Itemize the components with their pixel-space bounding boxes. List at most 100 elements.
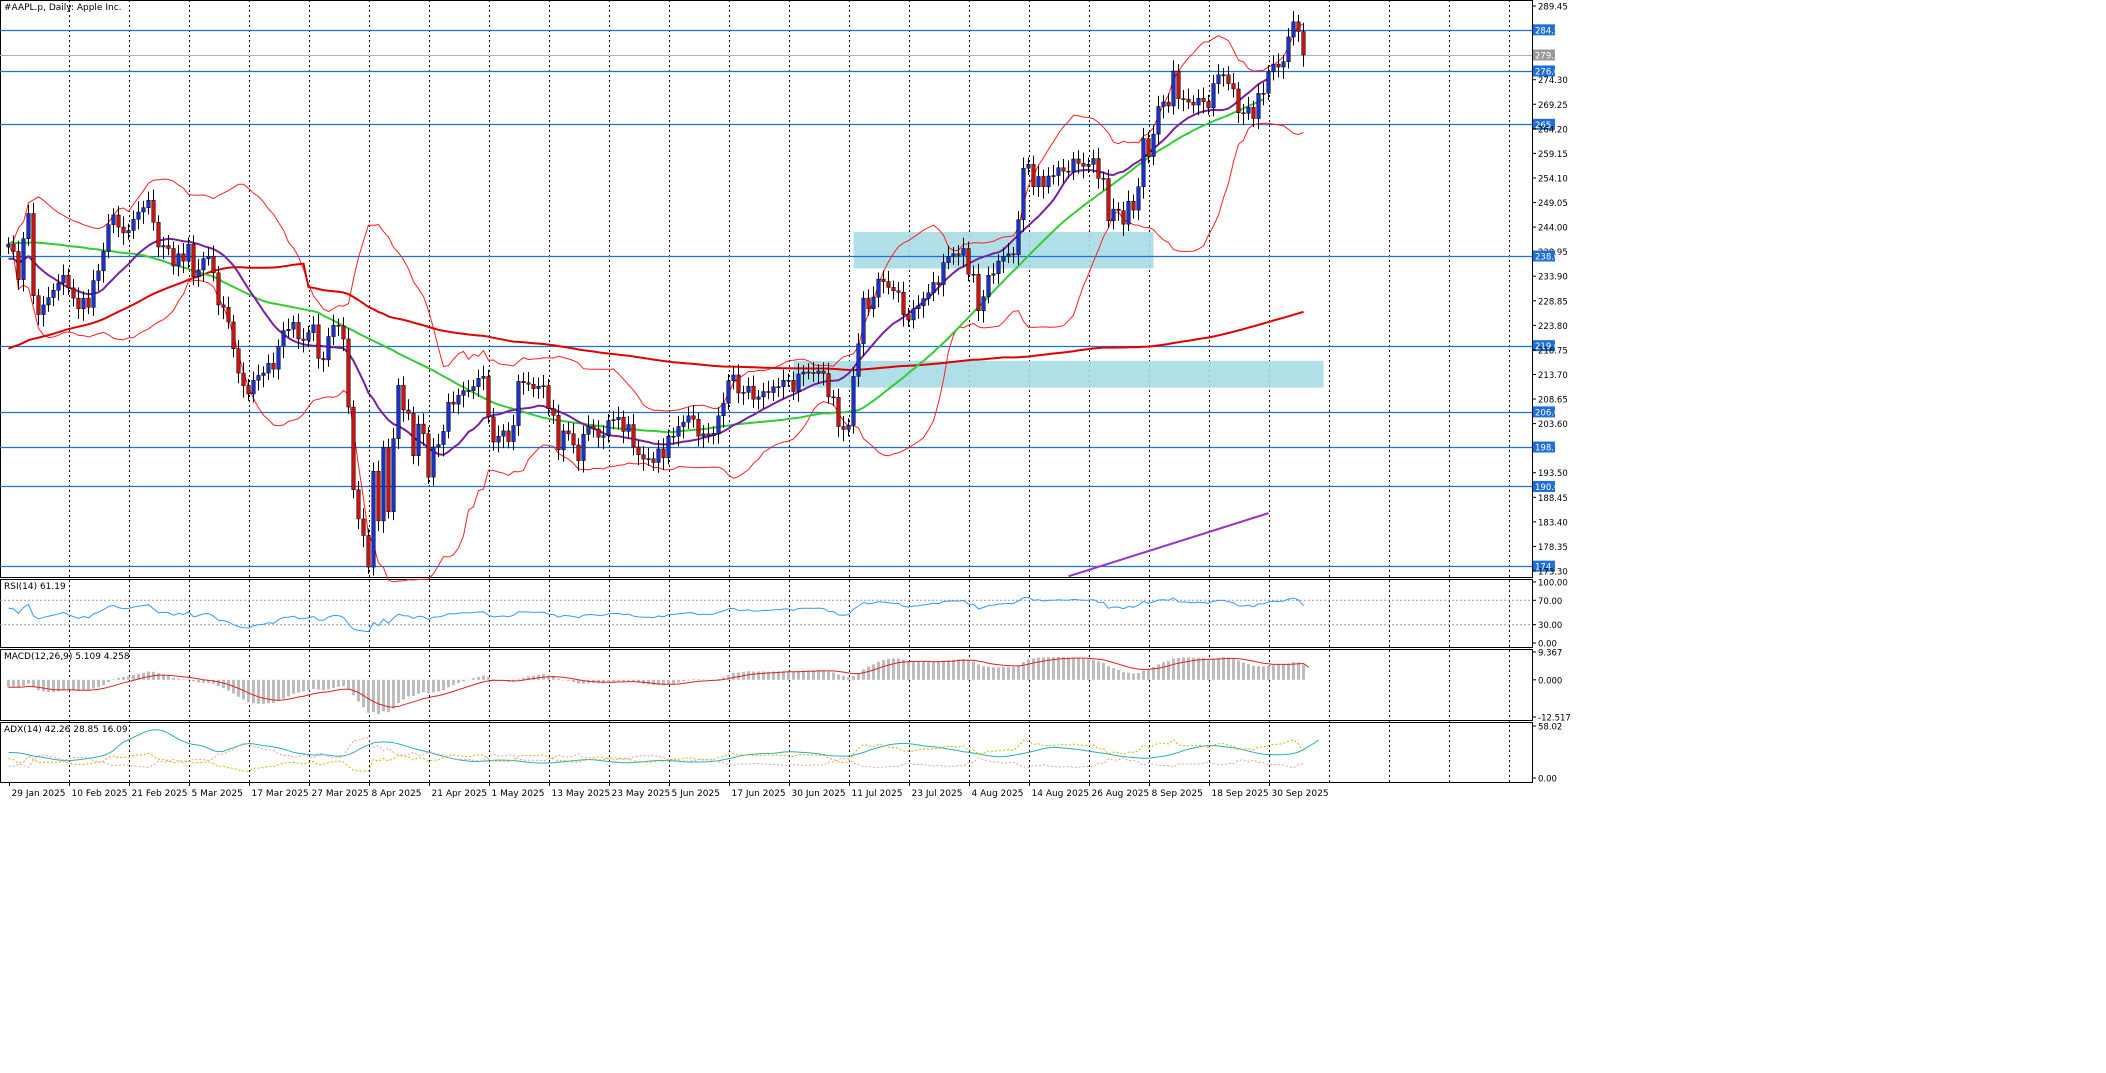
macd-histogram-bar: [457, 679, 460, 684]
candle: [816, 364, 821, 384]
y-tick-label: 264.20: [1538, 125, 1568, 135]
candle: [1176, 64, 1181, 109]
macd-histogram-bar: [162, 674, 165, 680]
x-tick-label: 5 Jun 2025: [672, 789, 720, 799]
macd-histogram-bar: [352, 679, 355, 696]
macd-histogram-bar: [122, 677, 125, 680]
macd-histogram-bar: [1012, 667, 1015, 680]
y-tick-label: -12.517: [1538, 714, 1571, 724]
macd-histogram-bar: [1287, 663, 1290, 680]
candle: [811, 361, 816, 383]
macd-histogram-bar: [492, 678, 495, 680]
x-tick-label: 17 Jun 2025: [732, 789, 786, 799]
macd-histogram-bar: [17, 679, 20, 688]
candle: [471, 379, 476, 400]
candle: [1141, 127, 1146, 199]
macd-histogram-bar: [202, 679, 205, 683]
candle: [416, 415, 421, 466]
macd-histogram-bar: [727, 675, 730, 680]
y-tick-label: 244.00: [1538, 224, 1568, 234]
level-price-tag: [1533, 65, 1555, 77]
macd-histogram-bar: [282, 679, 285, 699]
macd-histogram-bar: [222, 679, 225, 689]
macd-histogram-bar: [937, 661, 940, 680]
candle: [1031, 155, 1036, 196]
y-tick-label: 174.30: [1535, 563, 1565, 573]
candle: [921, 291, 926, 318]
candle: [1246, 96, 1251, 121]
level-price-tag: [1533, 560, 1555, 572]
macd-histogram-bar: [217, 679, 220, 687]
candle: [376, 460, 381, 532]
macd-histogram-bar: [1172, 658, 1175, 680]
candle: [611, 410, 616, 430]
candle: [1266, 65, 1271, 101]
candle: [911, 300, 916, 329]
candle: [1086, 157, 1091, 174]
macd-histogram-bar: [77, 679, 80, 691]
candle: [1181, 89, 1186, 112]
macd-panel-frame: [0, 649, 1533, 721]
candle: [521, 372, 526, 395]
level-price-tag: [1533, 480, 1555, 492]
y-tick-label: 58.02: [1538, 723, 1562, 733]
candle: [776, 377, 781, 397]
macd-histogram-bar: [242, 679, 245, 700]
candle: [391, 427, 396, 521]
macd-histogram-bar: [1252, 665, 1255, 680]
macd-histogram-bar: [1217, 657, 1220, 680]
candle: [866, 289, 871, 316]
macd-histogram-bar: [1087, 659, 1090, 680]
macd-histogram-bar: [1207, 659, 1210, 680]
candle: [36, 288, 41, 325]
candle: [166, 234, 171, 256]
candle: [206, 247, 211, 266]
candle: [736, 364, 741, 404]
adx-title: ADX(14) 42.26 28.85 16.09: [4, 725, 128, 735]
candle: [906, 307, 911, 327]
macd-histogram-bar: [377, 679, 380, 714]
trendline[interactable]: [1068, 512, 1269, 578]
macd-histogram-bar: [1277, 664, 1280, 680]
y-tick-label: 284.55: [1535, 26, 1565, 36]
macd-histogram-bar: [42, 679, 45, 692]
macd-histogram-bar: [732, 672, 735, 680]
candle: [636, 440, 641, 465]
macd-histogram-bar: [1272, 664, 1275, 680]
candle: [741, 385, 746, 405]
y-tick-label: 259.15: [1538, 150, 1568, 160]
x-tick-label: 23 Jul 2025: [912, 789, 963, 799]
macd-histogram-bar: [827, 671, 830, 680]
macd-histogram-bar: [22, 679, 25, 686]
x-tick-label: 27 Mar 2025: [312, 789, 369, 799]
macd-histogram-bar: [392, 679, 395, 709]
candle: [886, 270, 891, 295]
candle: [156, 215, 161, 258]
macd-histogram-bar: [1192, 657, 1195, 680]
macd-histogram-bar: [602, 679, 605, 684]
candle: [421, 413, 426, 446]
macd-histogram-bar: [307, 679, 310, 691]
macd-histogram-bar: [1137, 672, 1140, 680]
x-tick-label: 30 Sep 2025: [1272, 789, 1329, 799]
x-tick-label: 5 Mar 2025: [192, 789, 243, 799]
macd-histogram-bar: [187, 679, 190, 681]
candle: [1071, 152, 1076, 181]
y-tick-label: 249.05: [1538, 199, 1568, 209]
bollinger-upper-band: [8, 23, 1304, 412]
trendlines[interactable]: [1068, 512, 1269, 578]
macd-histogram-bar: [692, 679, 695, 680]
macd-histogram-bar: [357, 679, 360, 702]
candle: [121, 216, 126, 245]
candle: [986, 266, 991, 304]
candle: [701, 425, 706, 449]
candle: [246, 378, 251, 401]
y-tick-label: 0.00: [1538, 775, 1557, 785]
candle: [461, 381, 466, 408]
level-price-tag: [1533, 24, 1555, 36]
candle: [1276, 53, 1281, 78]
macd-histogram-bar: [332, 679, 335, 688]
macd-histogram-bar: [447, 679, 450, 688]
zone-rectangle[interactable]: [793, 360, 1324, 388]
